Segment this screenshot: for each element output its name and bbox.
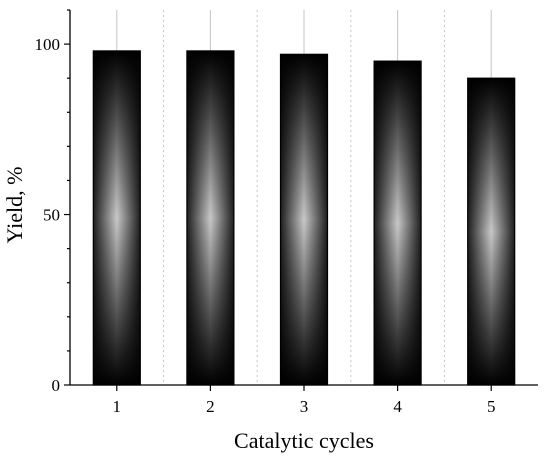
y-tick-label: 50	[43, 206, 60, 225]
y-axis-title: Yield, %	[2, 167, 27, 244]
x-tick-label: 4	[393, 397, 402, 416]
x-tick-label: 1	[113, 397, 122, 416]
bar	[373, 60, 422, 386]
bar-shade	[186, 50, 234, 386]
bar	[92, 50, 141, 386]
y-tick-label: 100	[35, 35, 61, 54]
x-tick-label: 3	[300, 397, 309, 416]
x-tick-label: 2	[206, 397, 215, 416]
bar	[186, 50, 235, 386]
bar-shade	[93, 50, 141, 386]
bar-shade	[467, 78, 515, 385]
bar-shade	[280, 54, 328, 386]
bar	[467, 77, 516, 386]
x-tick-label: 5	[487, 397, 496, 416]
y-tick-label: 0	[52, 376, 61, 395]
x-axis-title: Catalytic cycles	[234, 428, 374, 453]
bars	[92, 50, 516, 386]
bar-shade	[374, 61, 422, 386]
bar	[279, 53, 329, 386]
